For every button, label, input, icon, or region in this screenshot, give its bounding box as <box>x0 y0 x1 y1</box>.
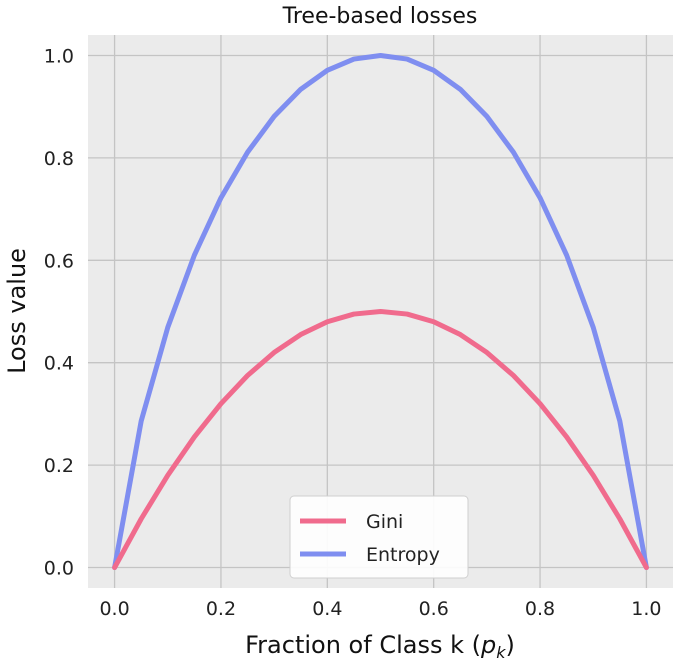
legend-box <box>289 495 469 579</box>
x-tick-label: 0.6 <box>419 598 449 620</box>
y-axis-label: Loss value <box>3 248 31 374</box>
series-line-entropy <box>112 52 649 571</box>
y-tick-label: 0.4 <box>44 353 74 375</box>
x-axis-label-math: p <box>480 631 496 659</box>
grid <box>88 35 673 588</box>
x-tick-label: 0.8 <box>525 598 555 620</box>
x-axis-label: Fraction of Class k (pk) <box>245 631 515 661</box>
x-axis-label-sub: k <box>496 643 506 661</box>
legend-label: Entropy <box>366 544 440 566</box>
series-lines <box>112 52 649 571</box>
legend: Gini Entropy <box>289 495 469 579</box>
x-tick-label: 1.0 <box>631 598 661 620</box>
x-tick-label: 0.0 <box>99 598 129 620</box>
x-tick-label: 0.2 <box>206 598 236 620</box>
y-tick-label: 0.0 <box>44 558 74 580</box>
legend-label: Gini <box>366 511 403 533</box>
y-tick-label: 0.8 <box>44 148 74 170</box>
series-line-gini <box>112 309 649 571</box>
x-axis-label-main: Fraction of Class k ( <box>245 631 481 659</box>
y-tick-label: 0.2 <box>44 455 74 477</box>
x-axis-label-close: ) <box>505 631 514 659</box>
y-tick-label: 0.6 <box>44 250 74 272</box>
y-tick-label: 1.0 <box>44 45 74 67</box>
chart-title: Tree-based losses <box>282 4 478 29</box>
tick-labels: 0.0 0.2 0.4 0.6 0.8 1.0 0.0 0.2 0.4 0.6 0.8 1.0 <box>44 45 662 620</box>
x-tick-label: 0.4 <box>312 598 342 620</box>
